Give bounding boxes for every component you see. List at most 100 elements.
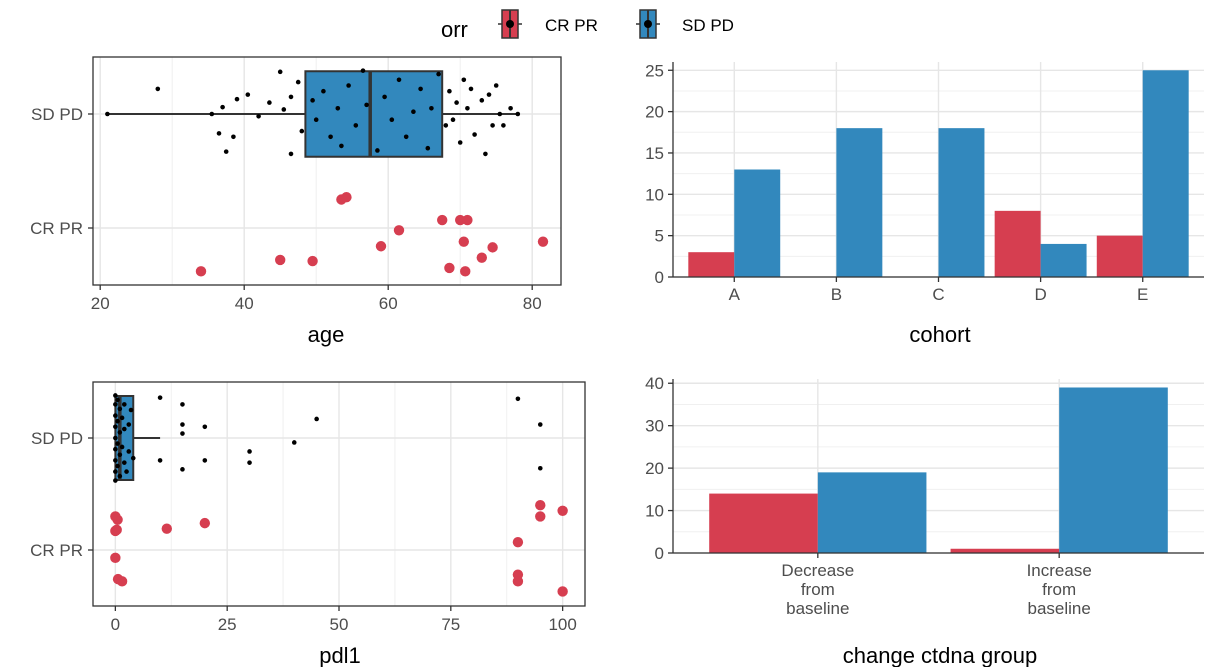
data-point-sd-pd-18 bbox=[313, 117, 319, 122]
pdl1-x-axis-title: pdl1 bbox=[319, 643, 361, 667]
data-point-sd-pd-10 bbox=[267, 100, 272, 105]
data-point-sd-pd-22 bbox=[124, 469, 129, 474]
data-point-sd-pd-44 bbox=[468, 86, 474, 92]
ctdna-bar-panel: change ctdna group 010203040Decreasefrom… bbox=[645, 374, 1204, 668]
data-point-cr-pr-4 bbox=[110, 552, 121, 564]
data-point-sd-pd-14 bbox=[288, 151, 294, 157]
bar-cr-pr-decrease-from-baseline bbox=[709, 493, 818, 553]
x-tick-label-100: 100 bbox=[548, 615, 576, 634]
data-point-cr-pr-15 bbox=[537, 236, 549, 247]
data-point-sd-pd-41 bbox=[457, 140, 463, 145]
data-point-sd-pd-46 bbox=[479, 98, 485, 103]
data-point-sd-pd-34 bbox=[425, 145, 431, 151]
data-point-cr-pr-11 bbox=[460, 266, 471, 277]
legend-key-sd-pd bbox=[636, 9, 660, 39]
x-tick-label-decrease-from-baseline-2: baseline bbox=[786, 599, 849, 618]
data-point-sd-pd-8 bbox=[245, 92, 251, 97]
y-tick-label-sd-pd: SD PD bbox=[31, 105, 83, 124]
bar-sd-pd-b bbox=[836, 128, 883, 277]
data-point-cr-pr-8 bbox=[199, 517, 211, 529]
data-point-sd-pd-24 bbox=[353, 123, 359, 128]
x-tick-label-decrease-from-baseline-1: from bbox=[801, 580, 835, 599]
data-point-cr-pr-7 bbox=[437, 214, 448, 226]
bar-cr-pr-e bbox=[1096, 235, 1143, 277]
x-tick-label-25: 25 bbox=[218, 615, 237, 634]
data-point-sd-pd-17 bbox=[119, 415, 125, 421]
data-point-cr-pr-3 bbox=[110, 525, 121, 537]
legend-label-cr-pr: CR PR bbox=[545, 16, 598, 35]
legend-key-cr-pr bbox=[498, 9, 522, 39]
panel-border bbox=[92, 56, 562, 286]
bar-cr-pr-d bbox=[994, 210, 1041, 277]
data-point-sd-pd-25 bbox=[128, 407, 134, 413]
data-point-sd-pd-37 bbox=[291, 440, 297, 445]
data-point-cr-pr-14 bbox=[557, 505, 568, 516]
data-point-sd-pd-31 bbox=[403, 134, 409, 140]
data-point-sd-pd-26 bbox=[130, 455, 136, 461]
data-point-cr-pr-5 bbox=[375, 241, 387, 252]
x-tick-label-c-0: C bbox=[932, 285, 944, 304]
bar-sd-pd-c bbox=[938, 128, 985, 277]
data-point-sd-pd-42 bbox=[461, 77, 467, 83]
age-boxplot-panel: age 20 40 60 80 CR PR SD PD bbox=[30, 56, 562, 347]
data-point-sd-pd-32 bbox=[180, 467, 185, 472]
bar-sd-pd-e bbox=[1142, 70, 1189, 278]
data-point-sd-pd-1 bbox=[155, 86, 161, 92]
data-point-sd-pd-4 bbox=[220, 104, 225, 110]
x-tick-label-50: 50 bbox=[330, 615, 349, 634]
data-point-sd-pd-40 bbox=[454, 100, 459, 105]
y-tick-label-25: 25 bbox=[645, 61, 664, 80]
data-point-sd-pd-23 bbox=[126, 422, 132, 427]
y-tick-label-cr-pr: CR PR bbox=[30, 219, 83, 238]
data-point-sd-pd-3 bbox=[113, 424, 118, 430]
data-point-sd-pd-47 bbox=[483, 151, 488, 157]
data-point-cr-pr-9 bbox=[455, 214, 466, 226]
y-tick-label-40: 40 bbox=[645, 374, 664, 393]
data-point-sd-pd-28 bbox=[382, 94, 387, 100]
data-point-sd-pd-9 bbox=[256, 113, 261, 119]
data-point-sd-pd-21 bbox=[122, 460, 127, 465]
data-point-sd-pd-11 bbox=[277, 69, 283, 75]
x-tick-label-75: 75 bbox=[441, 615, 460, 634]
data-point-sd-pd-20 bbox=[328, 134, 333, 140]
x-tick-label-60: 60 bbox=[379, 294, 398, 313]
legend-label-sd-pd: SD PD bbox=[682, 16, 734, 35]
data-point-sd-pd-35 bbox=[247, 449, 252, 454]
legend-title: orr bbox=[441, 17, 468, 42]
data-point-sd-pd-29 bbox=[389, 117, 395, 122]
data-point-cr-pr-12 bbox=[535, 500, 546, 511]
data-point-sd-pd-2 bbox=[209, 111, 215, 117]
bar-sd-pd-a bbox=[734, 169, 781, 277]
data-point-sd-pd-33 bbox=[418, 86, 423, 92]
data-point-sd-pd-31 bbox=[180, 431, 185, 436]
data-point-sd-pd-1 bbox=[113, 402, 118, 407]
data-point-sd-pd-43 bbox=[465, 106, 470, 111]
y-tick-label-0: 0 bbox=[655, 268, 664, 287]
data-point-sd-pd-12 bbox=[115, 463, 120, 469]
y-tick-label-5: 5 bbox=[655, 227, 664, 246]
data-point-sd-pd-10 bbox=[115, 418, 120, 424]
data-point-sd-pd-36 bbox=[247, 460, 252, 465]
data-point-sd-pd-8 bbox=[113, 478, 118, 483]
data-point-sd-pd-28 bbox=[157, 458, 163, 463]
bar-sd-pd-increase-from-baseline bbox=[1059, 387, 1168, 553]
data-point-cr-pr-7 bbox=[161, 523, 172, 534]
x-tick-label-80: 80 bbox=[523, 294, 542, 313]
data-point-cr-pr-10 bbox=[458, 236, 469, 247]
data-point-cr-pr-2 bbox=[112, 514, 123, 525]
y-tick-label-sd-pd: SD PD bbox=[31, 429, 83, 448]
data-point-sd-pd-19 bbox=[122, 402, 127, 407]
data-point-sd-pd-11 bbox=[115, 441, 120, 446]
x-tick-label-e-0: E bbox=[1137, 285, 1148, 304]
data-point-sd-pd-20 bbox=[122, 426, 127, 432]
data-point-sd-pd-13 bbox=[117, 406, 123, 412]
data-point-sd-pd-29 bbox=[180, 402, 185, 407]
y-tick-label-20: 20 bbox=[645, 459, 664, 478]
data-point-cr-pr-0 bbox=[195, 266, 207, 277]
data-point-sd-pd-36 bbox=[436, 71, 441, 77]
data-point-sd-pd-52 bbox=[501, 123, 506, 128]
data-point-sd-pd-25 bbox=[360, 68, 366, 73]
bar-cr-pr-a bbox=[688, 252, 735, 277]
